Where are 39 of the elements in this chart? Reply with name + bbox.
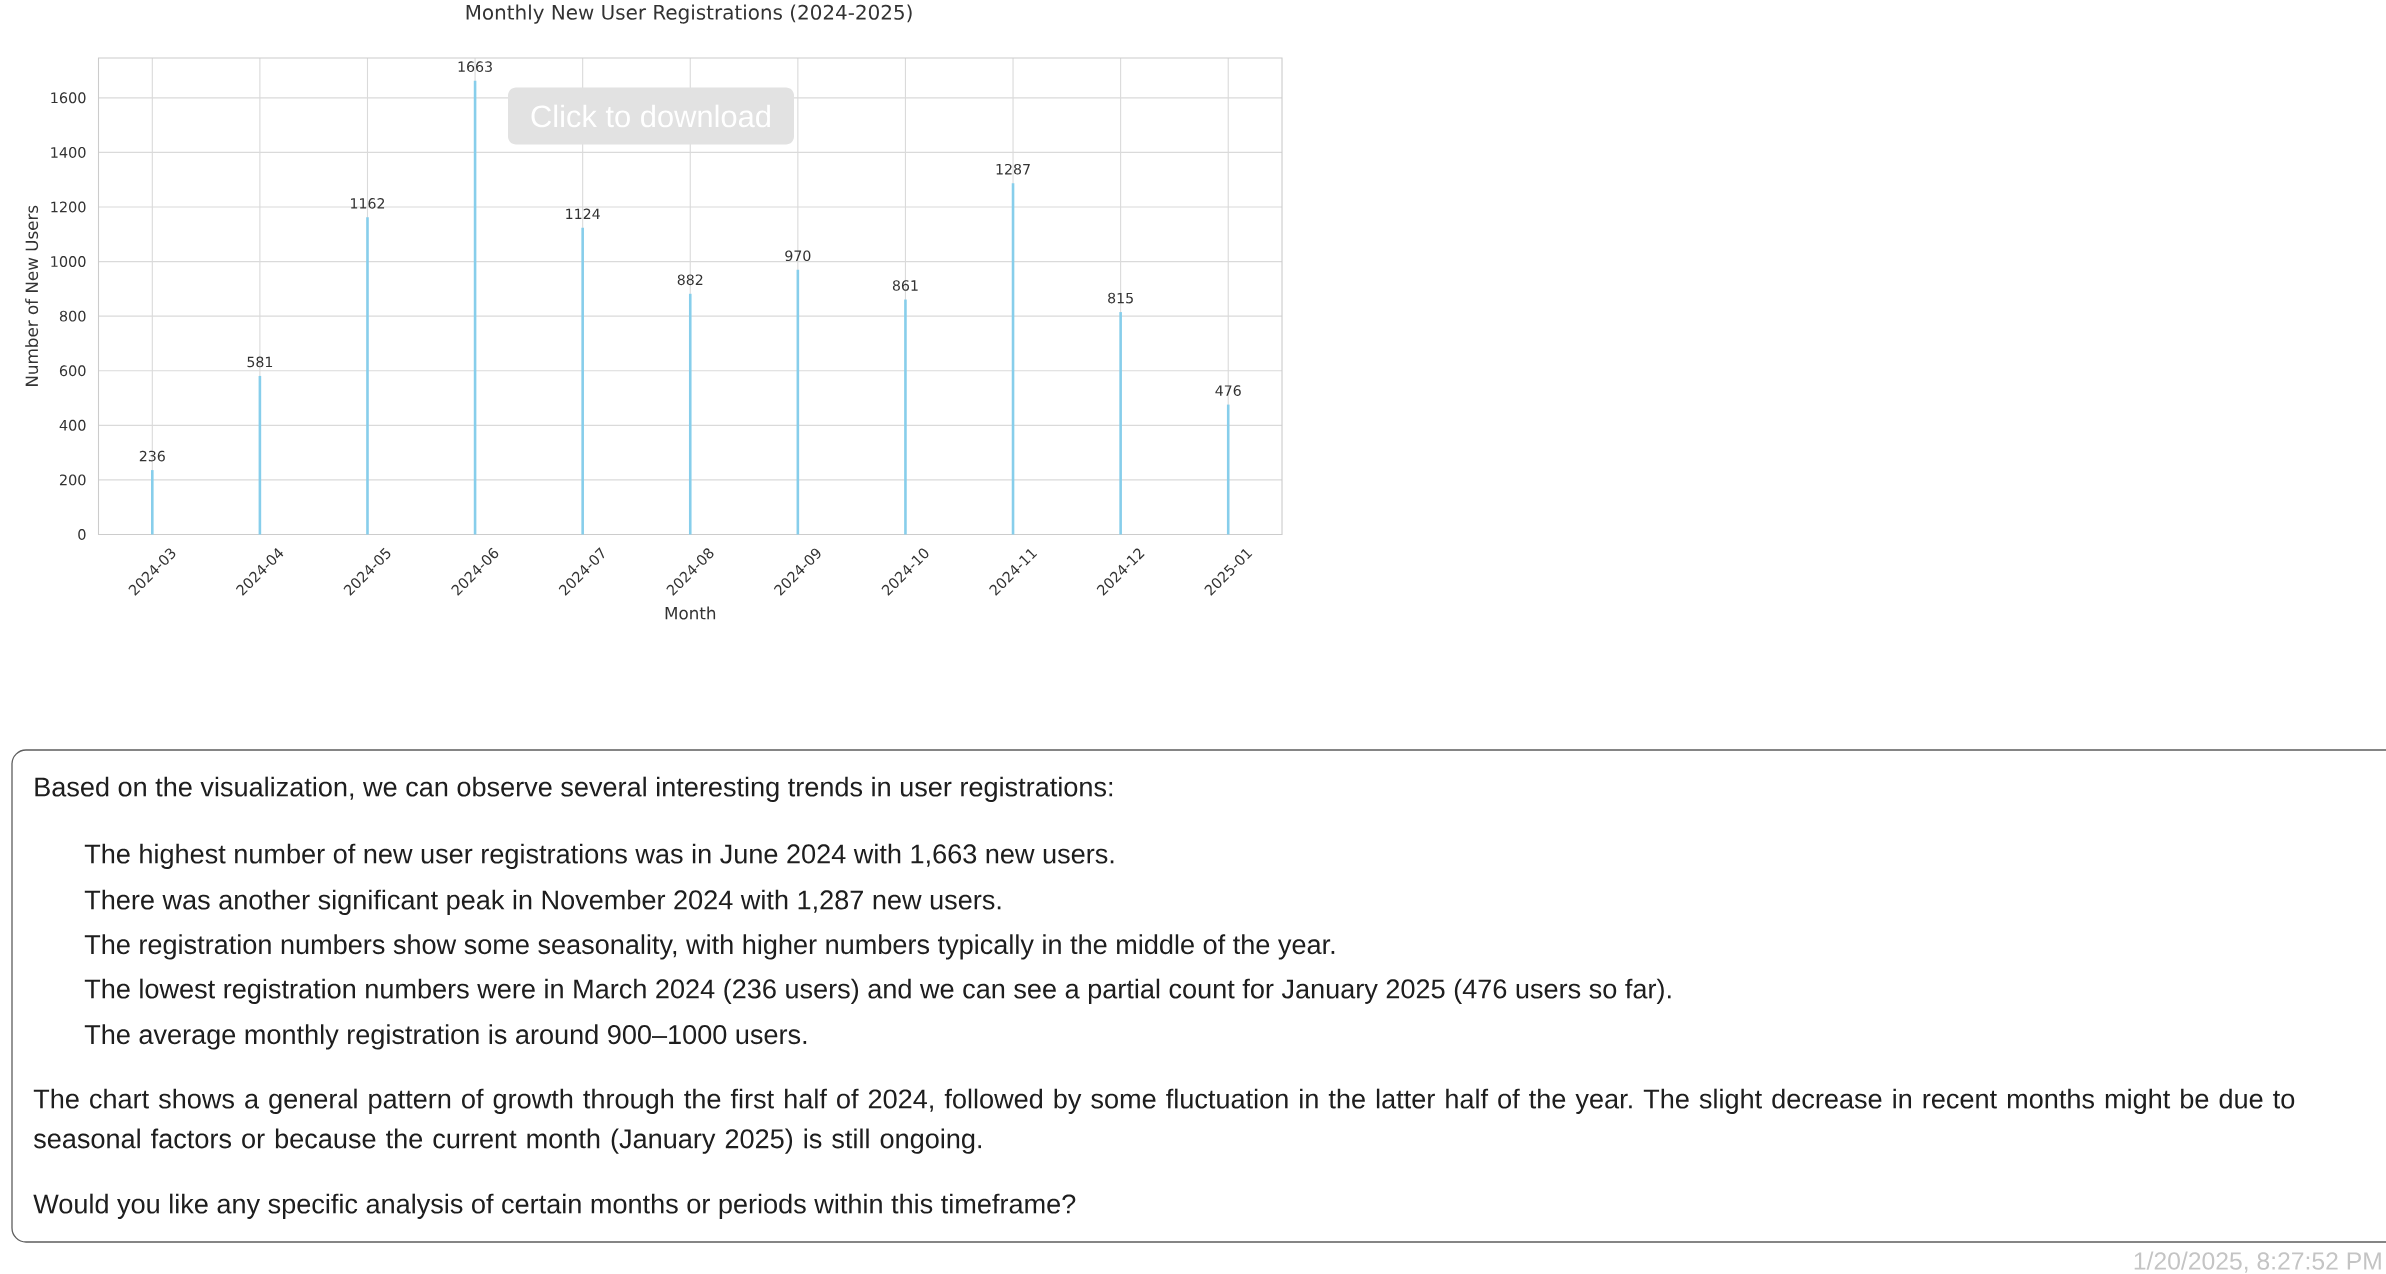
x-axis-title: Month: [665, 606, 716, 620]
y-tick-label: 1600: [51, 92, 86, 104]
text: The lowest registration numbers were in March 2024 (236 users) and we can see a partial count for January 2025 (476 users so far).: [84, 978, 1671, 1004]
bar: [904, 299, 907, 535]
y-tick-label: 1400: [51, 146, 86, 158]
data-label: 1287: [996, 163, 1030, 175]
data-label: 861: [892, 280, 918, 291]
text: 1/20/2025, 8:27:52 PM: [2134, 1251, 2381, 1273]
data-label: 815: [1108, 292, 1133, 304]
bar: [366, 217, 369, 535]
y-tick-label: 800: [59, 310, 86, 322]
y-tick-label: 400: [59, 419, 86, 431]
data-label: 1124: [566, 208, 600, 219]
chart-title: Monthly New User Registrations (2024-2025): [466, 4, 912, 24]
data-label: 1663: [458, 61, 492, 72]
data-label: 1162: [351, 198, 385, 209]
data-label: 581: [247, 356, 273, 368]
text: The registration numbers show some seasonality, with higher numbers typically in the middle of the year.: [84, 934, 1335, 960]
text: The average monthly registration is around 900–1000 users.: [84, 1024, 807, 1050]
bar: [151, 470, 154, 535]
data-label: 882: [677, 274, 703, 286]
text: The highest number of new user registrations was in June 2024 with 1,663 new users.: [84, 843, 1114, 869]
bar: [1226, 404, 1230, 535]
y-tick-label: 200: [59, 474, 86, 486]
text: Based on the visualization, we can observe several interesting trends in user registrations:: [35, 776, 1113, 802]
bar: [581, 227, 584, 535]
text: There was another significant peak in November 2024 with 1,287 new users.: [84, 889, 1001, 915]
text: Would you like any specific analysis of certain months or periods within this timeframe?: [33, 1193, 1076, 1219]
text: The chart shows a general pattern of growth through the first half of 2024, followed by some fluctuation in the latter half of the year. The slight decrease in recent months might be due to seasonal factors or because the current month (January 2025) is still ongoing.: [33, 1088, 2295, 1154]
y-tick-label: 1000: [51, 256, 86, 268]
y-tick-label: 1200: [51, 201, 86, 213]
data-label: 970: [785, 250, 811, 262]
data-label: 476: [1215, 385, 1241, 396]
y-tick-label: 600: [59, 365, 86, 377]
y-axis-title: Number of New Users: [25, 205, 39, 386]
bar: [1119, 312, 1122, 535]
bar: [688, 293, 692, 535]
data-label: 236: [139, 450, 165, 462]
y-tick-label: 0: [78, 529, 86, 540]
